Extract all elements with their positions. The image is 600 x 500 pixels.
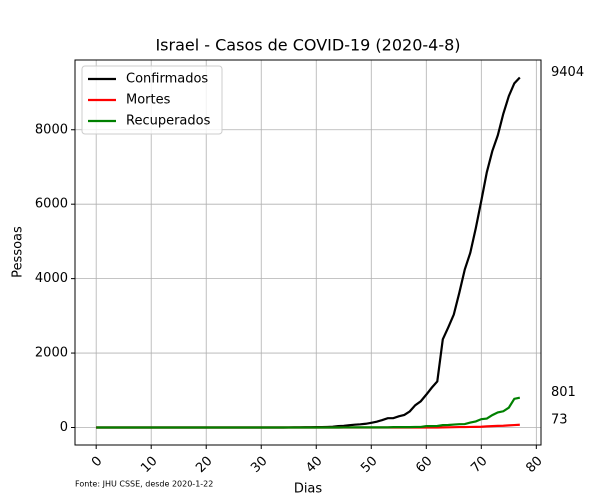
x-tick-label: 70 [468,454,490,476]
x-tick-label: 20 [193,454,215,476]
x-tick-label: 30 [248,454,270,476]
annotation: 9404 [551,65,584,80]
y-axis-label: Pessoas [11,226,26,278]
y-tick-label: 4000 [35,271,68,286]
x-tick-label: 0 [89,454,105,470]
annotation: 801 [551,385,576,400]
plot-frame [74,59,542,446]
y-tick-label: 0 [60,420,68,435]
data-line [96,396,521,429]
legend-label: Confirmados [126,72,208,87]
x-tick-label: 40 [303,454,325,476]
legend-label: Recuperados [126,114,211,129]
x-axis-label: Dias [294,482,323,497]
annotation: 73 [551,412,568,427]
y-tick-label: 8000 [35,122,68,137]
x-tick-label: 50 [358,454,380,476]
legend-box [81,65,223,135]
y-tick-label: 2000 [35,346,68,361]
x-tick-label: 80 [523,454,545,476]
legend-label: Mortes [126,93,171,108]
x-tick-label: 60 [413,454,435,476]
footnote: Fonte: JHU CSSE, desde 2020-1-22 [75,480,213,489]
y-tick-label: 6000 [35,197,68,212]
chart-title: Israel - Casos de COVID-19 (2020-4-8) [155,36,460,55]
x-tick-label: 10 [138,454,160,476]
